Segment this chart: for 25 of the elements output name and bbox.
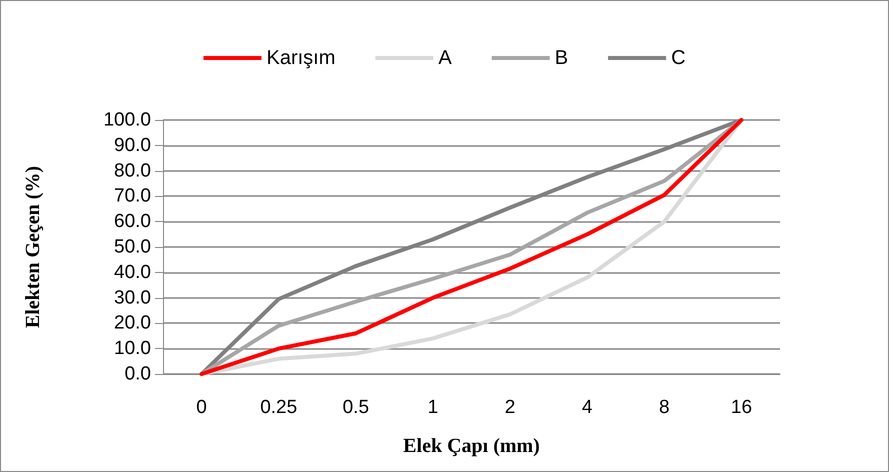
x-tick-label: 4 (582, 397, 593, 418)
y-tick-label: 40.0 (114, 262, 151, 283)
x-tick-label: 1 (428, 397, 438, 418)
legend-label: C (671, 47, 686, 69)
y-tick-label: 100.0 (103, 110, 151, 130)
x-axis-title: Elek Çapı (mm) (403, 435, 540, 457)
x-tick-label: 8 (659, 397, 670, 418)
y-tick-label: 70.0 (114, 186, 151, 207)
y-tick-label: 80.0 (114, 160, 151, 182)
legend-label: Karışım (266, 47, 336, 69)
y-tick-label: 30.0 (114, 287, 151, 308)
y-tick-label: 60.0 (114, 211, 151, 232)
y-tick-label: 50.0 (114, 236, 151, 258)
legend-label: A (438, 47, 452, 69)
x-tick-label: 2 (504, 397, 516, 418)
legend-label: B (554, 47, 568, 69)
x-tick-label: 0.5 (342, 397, 370, 418)
x-tick-label: 0 (196, 397, 207, 418)
x-tick-label: 16 (730, 397, 752, 418)
y-tick-label: 0.0 (124, 364, 151, 384)
x-tick-label: 0.25 (260, 397, 298, 418)
y-tick-label: 10.0 (114, 338, 151, 360)
y-tick-label: 90.0 (114, 134, 151, 156)
y-tick-label: 20.0 (114, 312, 151, 334)
y-axis-title: Elekten Geçen (%) (22, 166, 44, 328)
